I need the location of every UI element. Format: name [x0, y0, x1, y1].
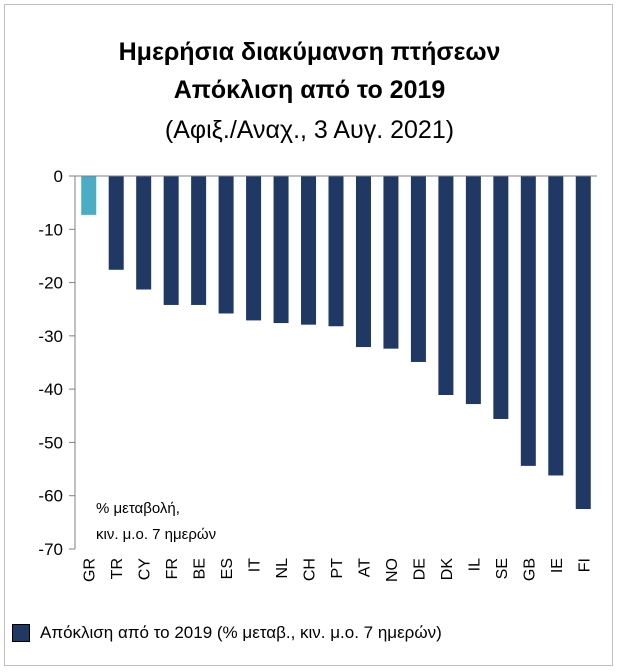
x-tick-label: NL [274, 558, 291, 579]
bar-at [355, 176, 371, 348]
x-tick-label: DK [439, 558, 456, 581]
chart-title: Ημερήσια διακύμανση πτήσεων [118, 38, 501, 66]
bar-no [383, 176, 399, 349]
chart-subtitle-date: (Αφιξ./Αναχ., 3 Αυγ. 2021) [164, 116, 455, 144]
x-tick-label: CY [137, 558, 154, 581]
chart-subtitle: Απόκλιση από το 2019 [173, 76, 446, 104]
y-tick-label: -60 [38, 487, 63, 506]
x-tick-label: FI [576, 558, 593, 572]
y-tick-label: -20 [38, 274, 63, 293]
x-tick-label: BE [192, 558, 209, 579]
bar-es [218, 176, 234, 314]
x-tick-label: ES [219, 558, 236, 579]
bar-pt [328, 176, 344, 327]
y-tick-label: -30 [38, 327, 63, 346]
legend-label: Απόκλιση από το 2019 (% μεταβ., κιν. μ.ο… [40, 623, 442, 642]
y-tick-label: -10 [38, 220, 63, 239]
bar-fi [575, 176, 591, 510]
bar-il [465, 176, 481, 405]
y-tick-label: 0 [54, 167, 63, 186]
bar-it [246, 176, 262, 321]
bar-ie [548, 176, 564, 476]
x-tick-label: DE [411, 558, 428, 580]
x-tick-label: CH [302, 558, 319, 581]
legend-swatch [12, 624, 30, 642]
x-tick-label: GR [82, 558, 99, 582]
y-tick-label: -50 [38, 433, 63, 452]
y-tick-label: -40 [38, 380, 63, 399]
x-tick-label: SE [494, 558, 511, 579]
x-tick-label: IT [247, 558, 264, 572]
legend: Απόκλιση από το 2019 (% μεταβ., κιν. μ.ο… [12, 618, 442, 648]
x-tick-label: AT [356, 558, 373, 577]
x-tick-label: TR [109, 558, 126, 579]
bar-gr [81, 176, 97, 215]
x-tick-label: IL [466, 558, 483, 571]
x-tick-label: IE [549, 558, 566, 573]
chart-note-unit: % μεταβολή, [96, 500, 180, 517]
bar-tr [108, 176, 124, 270]
chart-frame [4, 4, 613, 666]
bar-ch [301, 176, 317, 325]
x-tick-label: GB [521, 558, 538, 581]
x-tick-label: NO [384, 558, 401, 582]
y-tick-label: -70 [38, 540, 63, 559]
bar-gb [520, 176, 536, 466]
chart-note-method: κιν. μ.ο. 7 ημερών [96, 526, 217, 543]
bar-dk [438, 176, 454, 396]
bar-se [493, 176, 509, 419]
x-tick-label: FR [164, 558, 181, 579]
bar-nl [273, 176, 289, 324]
bar-de [410, 176, 426, 362]
bar-be [191, 176, 207, 305]
bar-fr [163, 176, 179, 305]
bar-cy [136, 176, 152, 290]
x-tick-label: PT [329, 558, 346, 579]
